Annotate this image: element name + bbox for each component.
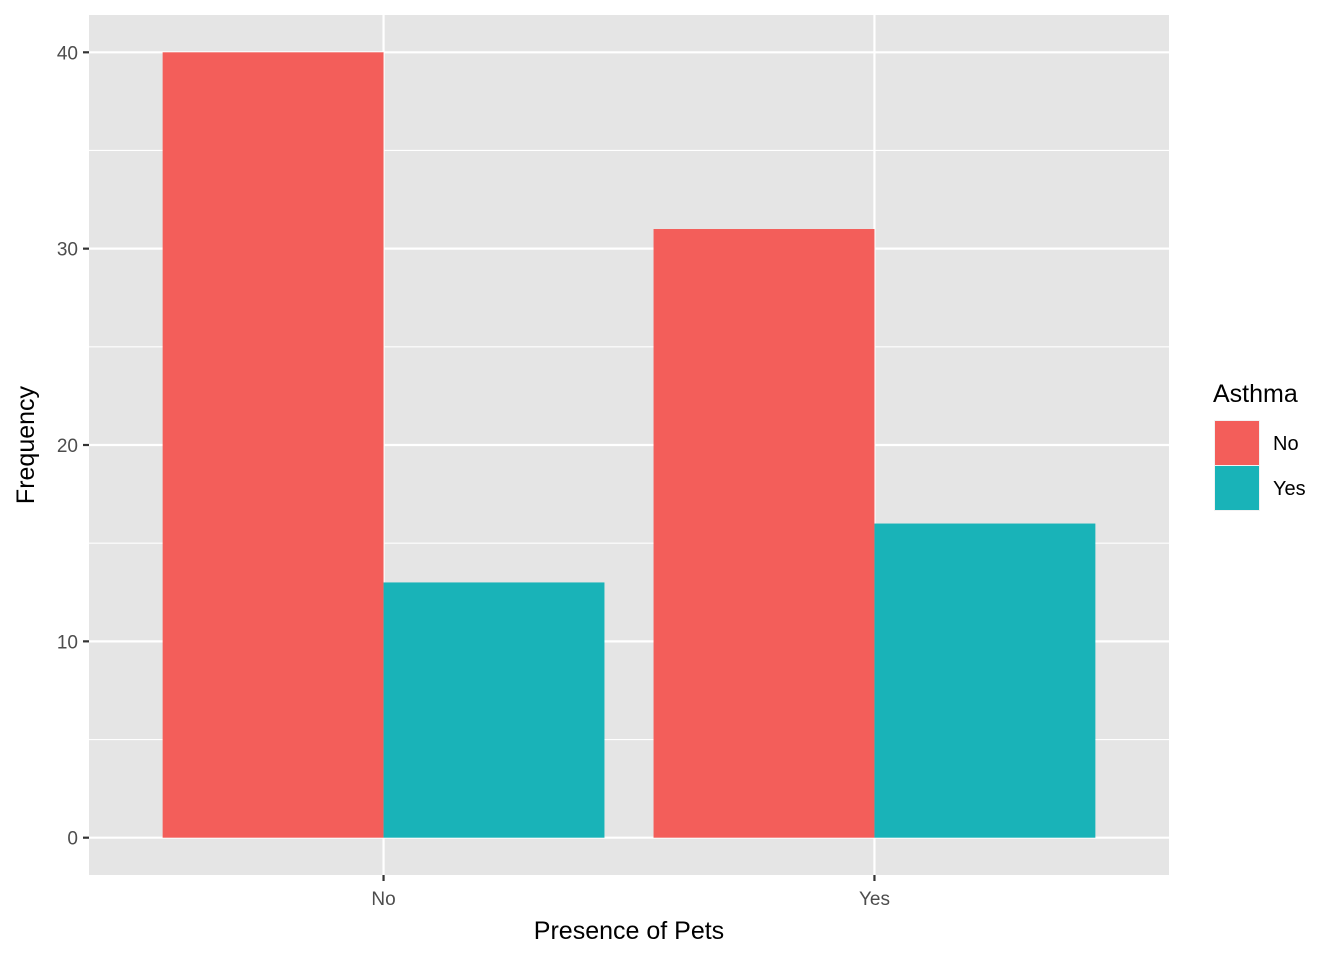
- legend: Asthma No Yes: [1213, 380, 1306, 511]
- y-tick-label: 20: [57, 436, 78, 457]
- y-tick-label: 40: [57, 43, 78, 64]
- bar: [653, 229, 875, 838]
- legend-title: Asthma: [1213, 380, 1298, 408]
- x-tick-label: No: [371, 889, 395, 910]
- legend-key-swatch: [1215, 466, 1259, 510]
- x-tick-label: Yes: [859, 889, 890, 910]
- y-tick-label: 30: [57, 240, 78, 261]
- bar: [383, 582, 605, 838]
- legend-key-swatch: [1215, 421, 1259, 465]
- bar: [162, 52, 384, 838]
- legend-item-label: No: [1273, 433, 1299, 455]
- bars: [162, 52, 1096, 838]
- y-axis-title: Frequency: [12, 385, 40, 504]
- y-axis: 0 10 20 30 40: [57, 43, 89, 850]
- x-axis: No Yes: [371, 875, 890, 910]
- legend-item-label: Yes: [1273, 478, 1306, 500]
- y-tick-label: 10: [57, 632, 78, 653]
- y-tick-label: 0: [67, 829, 78, 850]
- x-axis-title: Presence of Pets: [534, 917, 724, 945]
- bar: [874, 523, 1096, 838]
